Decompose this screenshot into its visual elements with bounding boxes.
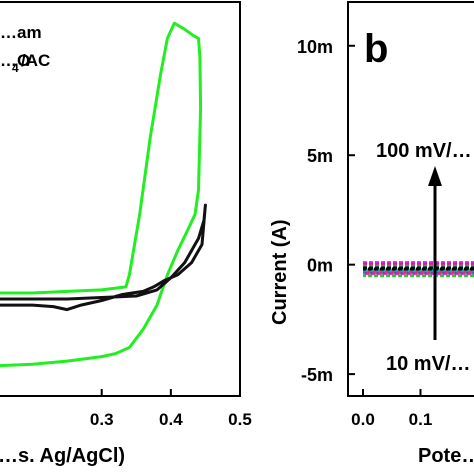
- panel-b-x-axis-label: Pote…: [418, 445, 474, 467]
- panel-a-x-tick-label: 0.5: [228, 410, 252, 429]
- panel-b-x-tick-label: 0.1: [409, 410, 433, 429]
- scan-rate-arrow-head: [428, 166, 442, 186]
- panel-b-y-tick-label: 10m: [297, 37, 333, 57]
- panel-a-x-axis-label: …s. Ag/AgCl): [0, 445, 125, 467]
- panel-b-series-6: [363, 266, 474, 271]
- panel-b-frame: [347, 1, 474, 397]
- panel-a-x-tick-label: 0.3: [90, 410, 114, 429]
- panel-a-series-green: [0, 21, 203, 368]
- legend-line1: …am: [0, 23, 42, 42]
- panel-b-plot: -5m 0m 5m 10m 0.0 0.1 b 100 mV/… 10 mV/… Curr…: [269, 1, 474, 467]
- panel-b-series-4: [363, 264, 474, 273]
- panel-b-y-tick-label: 0m: [307, 256, 333, 276]
- legend-line2-subscript: 4: [12, 61, 19, 75]
- legend-line2-part1: …O: [0, 51, 30, 70]
- panel-b-label: b: [364, 27, 388, 71]
- panel-a-plot: 0.3 0.4 0.5 …am …O 4 /AC …s. Ag/AgCl): [0, 1, 252, 467]
- legend-line2-part2: /AC: [21, 51, 50, 70]
- panel-b-x-tick-label: 0.0: [351, 410, 375, 429]
- panel-a-frame: [0, 1, 241, 397]
- panel-b-y-tick-label: -5m: [301, 365, 333, 385]
- panel-b-y-tick-label: 5m: [307, 146, 333, 166]
- panel-b-y-axis-label: Current (A): [269, 219, 291, 325]
- annotation-100mv: 100 mV/…: [376, 140, 472, 162]
- panel-a-x-tick-label: 0.4: [159, 410, 183, 429]
- annotation-10mv: 10 mV/…: [386, 353, 470, 375]
- panel-a-series-black: [0, 203, 207, 312]
